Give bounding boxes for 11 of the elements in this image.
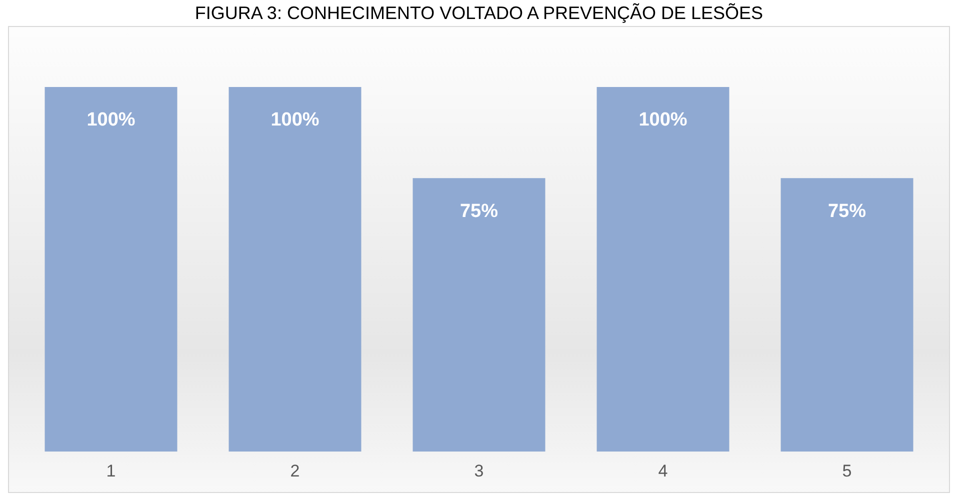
data-label: 100% [270, 110, 320, 131]
x-tick-label: 2 [290, 461, 300, 480]
data-label: 100% [638, 110, 688, 131]
x-tick-label: 5 [842, 461, 852, 480]
data-label: 75% [460, 200, 498, 222]
data-label: 100% [86, 110, 136, 131]
x-tick-label: 3 [474, 461, 484, 480]
chart-title: FIGURA 3: CONHECIMENTO VOLTADO A PREVENÇÃO DE LESÕES [194, 2, 764, 25]
x-tick-label: 1 [106, 461, 116, 480]
data-label: 75% [828, 200, 866, 222]
x-tick-label: 4 [658, 461, 668, 480]
